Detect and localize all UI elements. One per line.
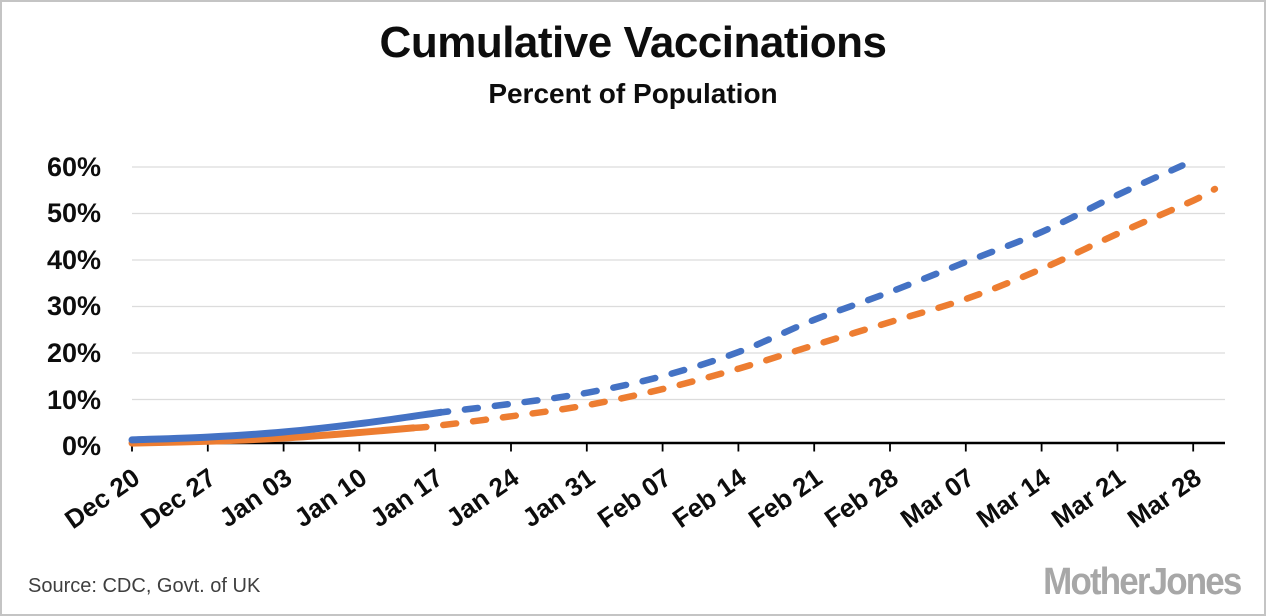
y-tick-label-30: 30% [46,291,101,321]
y-tick-label-40: 40% [46,245,101,275]
chart-title: Cumulative Vaccinations [379,18,887,67]
y-tick-label-10: 10% [46,385,101,415]
source-text: Source: CDC, Govt. of UK [28,575,261,597]
blue-line-dashed [431,162,1186,417]
y-tick-label-0: 0% [61,431,101,461]
y-tick-label-50: 50% [46,198,101,228]
motherjones-logo: MotherJones [1042,561,1242,603]
y-tick-label-60: 60% [46,152,101,182]
chart-subtitle: Percent of Population [488,78,778,109]
y-tick-label-20: 20% [46,338,101,368]
orange-line-dashed [410,185,1219,432]
orange-line-solid [128,424,417,447]
